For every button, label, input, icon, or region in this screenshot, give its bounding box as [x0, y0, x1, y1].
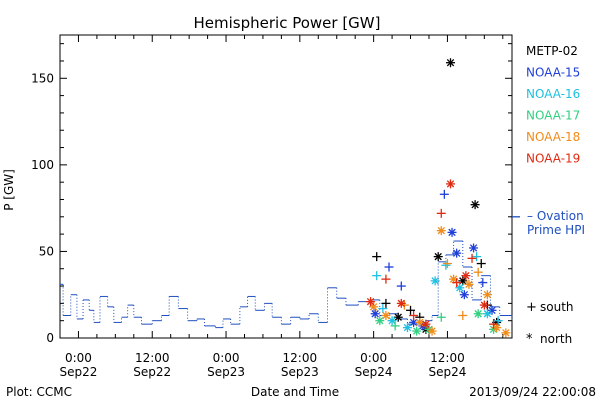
NOAA-19-south-marker [489, 319, 499, 329]
NOAA-17-north-marker [375, 316, 385, 326]
NOAA-19-south-marker [467, 253, 477, 263]
NOAA-18-north-marker [415, 317, 425, 327]
NOAA-15-north-marker [447, 227, 457, 237]
y-tick-label: 50 [39, 244, 54, 258]
legend-symbol-glyph: * [526, 332, 533, 347]
chart-title: Hemispheric Power [GW] [194, 14, 381, 32]
legend-entry-METP-02: METP-02 [526, 44, 578, 58]
NOAA-16-north-marker [430, 276, 440, 286]
x-tick-label-time: 12:00 [135, 351, 170, 365]
NOAA-19-south-marker [436, 208, 446, 218]
legend-entry-NOAA-17: NOAA-17 [526, 109, 580, 123]
legend: METP-02 NOAA-15 NOAA-16 NOAA-17 NOAA-18 NOAA-… [512, 44, 585, 347]
NOAA-15-north-marker [487, 305, 497, 315]
NOAA-18-north-marker [449, 274, 459, 284]
legend-symbol-glyph: + [526, 300, 537, 315]
NOAA-15-south-marker [396, 281, 406, 291]
plot-frame [59, 34, 513, 339]
x-tick-label-time: 0:00 [65, 351, 92, 365]
NOAA-19-south-marker [409, 310, 419, 320]
NOAA-15-south-marker [478, 278, 488, 288]
NOAA-19-north-marker [396, 298, 406, 308]
x-tick-label-date: Sep23 [207, 365, 245, 379]
x-tick-label-date: Sep23 [281, 365, 319, 379]
NOAA-17-north-marker [412, 326, 422, 336]
NOAA-18-north-marker [427, 326, 437, 336]
NOAA-18-south-marker [458, 310, 468, 320]
x-tick-label-time: 0:00 [213, 351, 240, 365]
legend-entry-NOAA-18: NOAA-18 [526, 130, 580, 144]
NOAA-19-north-marker [479, 300, 489, 310]
y-axis: 0 50 100 150 [31, 43, 512, 345]
NOAA-15-south-marker [384, 262, 394, 272]
NOAA-15-north-marker [452, 248, 462, 258]
x-tick-label-date: Sep24 [355, 365, 393, 379]
NOAA-18-north-marker [501, 328, 511, 338]
METP-02-north-marker [446, 58, 456, 68]
x-tick-label-time: 12:00 [283, 351, 318, 365]
NOAA-15-north-marker [459, 290, 469, 300]
legend-symbol-north: north [540, 332, 572, 346]
legend-entry-NOAA-16: NOAA-16 [526, 87, 580, 101]
NOAA-16-north-marker [455, 283, 465, 293]
x-axis: 0:00Sep2212:00Sep220:00Sep2312:00Sep230:… [59, 35, 504, 379]
METP-02-south-marker [372, 252, 382, 262]
satellite-markers [366, 58, 511, 338]
NOAA-16-south-marker [441, 260, 451, 270]
NOAA-16-north-marker [387, 316, 397, 326]
NOAA-16-south-marker [372, 271, 382, 281]
NOAA-18-south-marker [442, 259, 452, 269]
NOAA-16-south-marker [378, 304, 388, 314]
x-tick-label-date: Sep24 [428, 365, 466, 379]
x-axis-label: Date and Time [251, 385, 339, 399]
footer-plot-credit: Plot: CCMC [6, 385, 72, 399]
NOAA-19-north-marker [421, 319, 431, 329]
NOAA-17-north-marker [473, 309, 483, 319]
NOAA-16-north-marker [402, 323, 412, 333]
METP-02-north-marker [433, 252, 443, 262]
METP-02-south-marker [381, 298, 391, 308]
ovation-series [60, 240, 513, 329]
NOAA-18-north-marker [482, 290, 492, 300]
legend-symbol-south: south [540, 300, 574, 314]
NOAA-18-south-marker [473, 267, 483, 277]
METP-02-north-marker [393, 312, 403, 322]
x-tick-label-date: Sep22 [60, 365, 98, 379]
NOAA-19-north-marker [366, 297, 376, 307]
footer-timestamp: 2013/09/24 22:00:08 [469, 385, 596, 399]
NOAA-19-south-marker [452, 278, 462, 288]
NOAA-19-north-marker [446, 179, 456, 189]
NOAA-18-north-marker [464, 279, 474, 289]
NOAA-19-south-marker [381, 274, 391, 284]
METP-02-north-marker [470, 200, 480, 210]
NOAA-17-south-marker [390, 321, 400, 331]
NOAA-15-north-marker [469, 243, 479, 253]
y-tick-label: 150 [31, 71, 54, 85]
NOAA-18-north-marker [381, 310, 391, 320]
x-tick-label-time: 0:00 [360, 351, 387, 365]
y-tick-label: 100 [31, 158, 54, 172]
y-tick-label: 0 [46, 331, 54, 345]
NOAA-15-south-marker [439, 189, 449, 199]
NOAA-18-north-marker [436, 226, 446, 236]
legend-entry-NOAA-15: NOAA-15 [526, 66, 580, 80]
legend-entry-ovation: Prime HPI [527, 223, 585, 237]
NOAA-17-south-marker [436, 312, 446, 322]
NOAA-19-north-marker [461, 271, 471, 281]
NOAA-15-north-marker [370, 309, 380, 319]
NOAA-16-south-marker [493, 316, 503, 326]
x-tick-label-time: 12:00 [430, 351, 465, 365]
NOAA-16-north-marker [482, 309, 492, 319]
legend-entry-ovation: – Ovation [527, 209, 584, 223]
legend-entry-NOAA-19: NOAA-19 [526, 152, 580, 166]
x-tick-label-date: Sep22 [133, 365, 171, 379]
NOAA-16-south-marker [472, 252, 482, 262]
METP-02-south-marker [476, 259, 486, 269]
METP-02-south-marker [406, 305, 416, 315]
y-axis-label: P [GW] [2, 169, 16, 211]
